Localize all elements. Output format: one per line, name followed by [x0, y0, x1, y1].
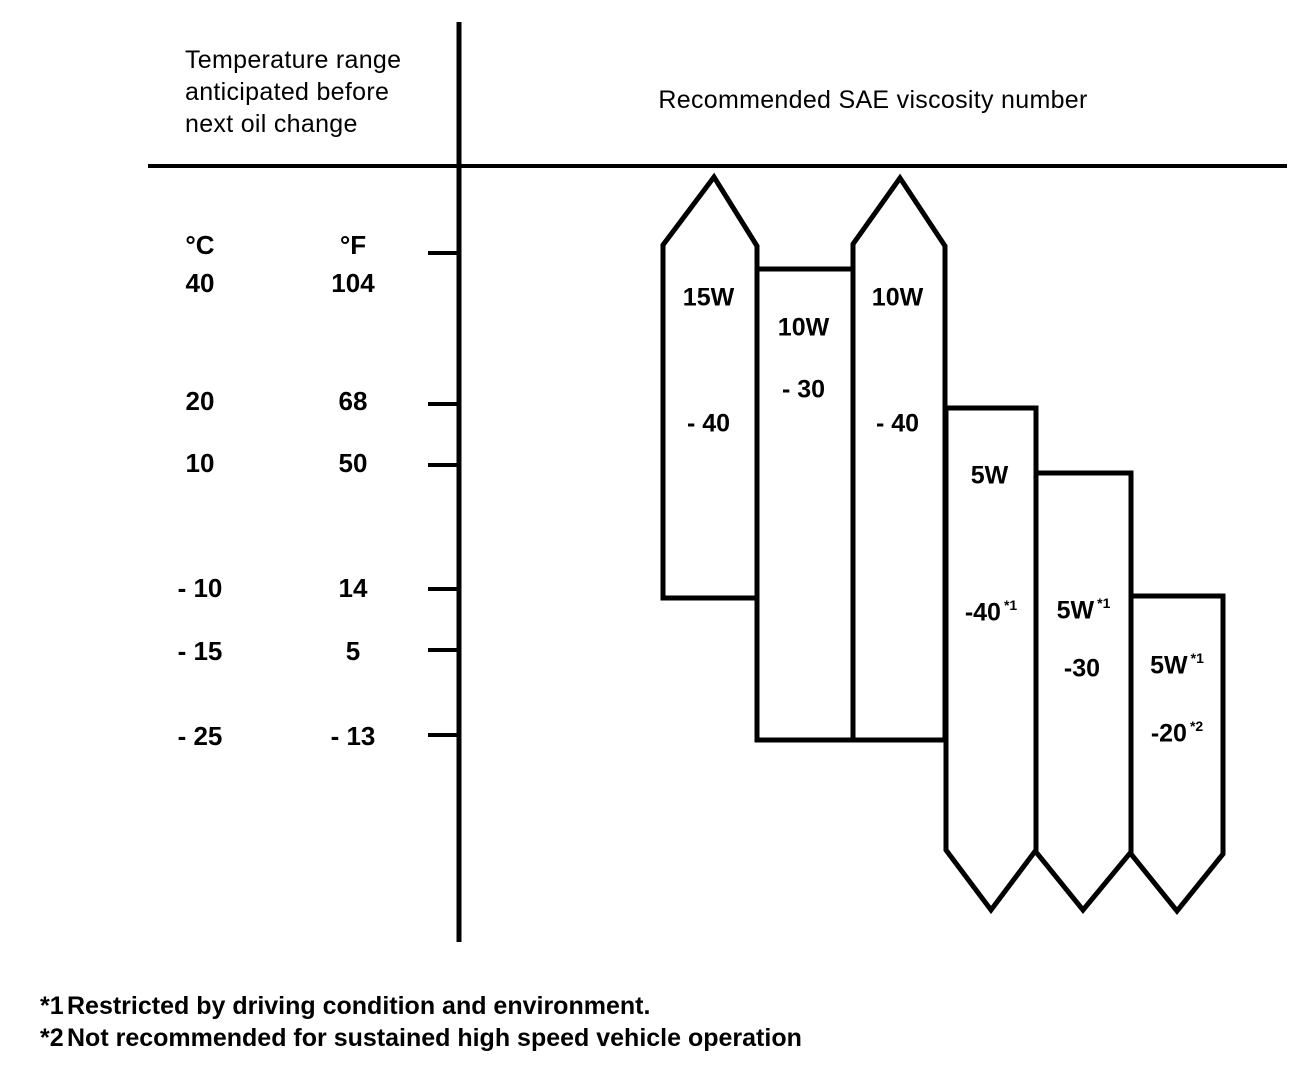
celsius-value: - 10	[177, 573, 223, 603]
bar-shape-5w-30	[1033, 470, 1134, 914]
bar-top-label-5w-30: 5W *1	[1036, 590, 1131, 624]
celsius-value: 10	[185, 448, 215, 478]
bar-top-label-5w-20: 5W *1	[1131, 645, 1223, 679]
grade-text: - 40	[686, 409, 731, 438]
bar-top-label-5w-40: 5W	[946, 455, 1036, 489]
grade-text: -40	[964, 598, 1001, 627]
temp-row-40: 40 104	[0, 268, 459, 298]
bar-bottom-label-10w-30: - 30	[757, 369, 853, 403]
fahrenheit-header: °F	[339, 230, 367, 260]
temp-row-minus25: - 25 - 13	[0, 721, 459, 751]
fahrenheit-value: 50	[338, 448, 368, 478]
grade-text: -30	[1063, 654, 1101, 683]
temp-row-minus10: - 10 14	[0, 573, 459, 603]
grade-text: - 40	[875, 409, 920, 438]
bar-top-label-10w-30: 10W	[757, 307, 853, 341]
bar-top-label-10w-40: 10W	[853, 277, 945, 311]
grade-text: 5W	[1056, 596, 1095, 625]
footnote-2: *2 Not recommended for sustained high spe…	[40, 1022, 1270, 1054]
bar-shape-5w-40	[943, 405, 1039, 915]
bar-bottom-label-5w-40: -40 *1	[946, 592, 1036, 626]
grade-footnote-ref: *2	[1189, 718, 1204, 734]
bar-bottom-label-5w-30: -30	[1036, 648, 1131, 682]
grade-text: 5W	[970, 461, 1009, 490]
grade-text: -20	[1150, 719, 1187, 748]
grade-footnote-ref: *1	[1097, 595, 1111, 611]
temp-row-20: 20 68	[0, 386, 459, 416]
bar-shape-10w-40	[850, 173, 948, 743]
left-axis-title-line2: anticipated before	[185, 78, 390, 106]
celsius-value: 20	[185, 386, 215, 416]
fahrenheit-value: 14	[338, 573, 368, 603]
fahrenheit-value: 5	[345, 636, 361, 666]
footnote-1-marker: *1	[40, 992, 64, 1020]
temp-scale-header: °C °F	[0, 230, 459, 260]
bar-shape-5w-20	[1128, 593, 1226, 915]
grade-footnote-ref: *1	[1190, 650, 1204, 666]
bar-shape-10w-30	[754, 266, 856, 743]
chart-title: Recommended SAE viscosity number	[658, 86, 1088, 114]
celsius-header: °C	[185, 230, 215, 260]
grade-text: 5W	[1150, 651, 1188, 680]
celsius-value: - 15	[177, 636, 223, 666]
celsius-value: - 25	[177, 721, 223, 751]
grade-text: 10W	[871, 283, 924, 312]
grade-text: 15W	[682, 283, 735, 312]
bar-bottom-label-15w-40: - 40	[663, 403, 757, 437]
bar-top-label-15w-40: 15W	[663, 277, 757, 311]
footnote-1-text: Restricted by driving condition and envi…	[67, 992, 651, 1020]
fahrenheit-value: - 13	[330, 721, 376, 751]
bar-bottom-label-10w-40: - 40	[853, 403, 945, 437]
fahrenheit-value: 68	[338, 386, 368, 416]
grade-text: 10W	[777, 313, 830, 342]
footnote-2-marker: *2	[40, 1024, 64, 1052]
bar-bottom-label-5w-20: -20 *2	[1131, 713, 1223, 747]
left-axis-title: Temperature range anticipated before nex…	[185, 44, 401, 140]
grade-text: - 30	[781, 375, 826, 404]
grade-footnote-ref: *1	[1003, 597, 1018, 613]
left-axis-title-line1: Temperature range	[185, 46, 402, 74]
temp-row-10: 10 50	[0, 448, 459, 478]
fahrenheit-value: 104	[331, 268, 375, 298]
temp-row-minus15: - 15 5	[0, 636, 459, 666]
celsius-value: 40	[185, 268, 215, 298]
bar-shape-15w-40	[660, 172, 760, 601]
footnote-1: *1 Restricted by driving condition and en…	[40, 990, 1270, 1022]
footnote-2-text: Not recommended for sustained high speed…	[67, 1024, 802, 1052]
left-axis-title-line3: next oil change	[185, 110, 358, 138]
